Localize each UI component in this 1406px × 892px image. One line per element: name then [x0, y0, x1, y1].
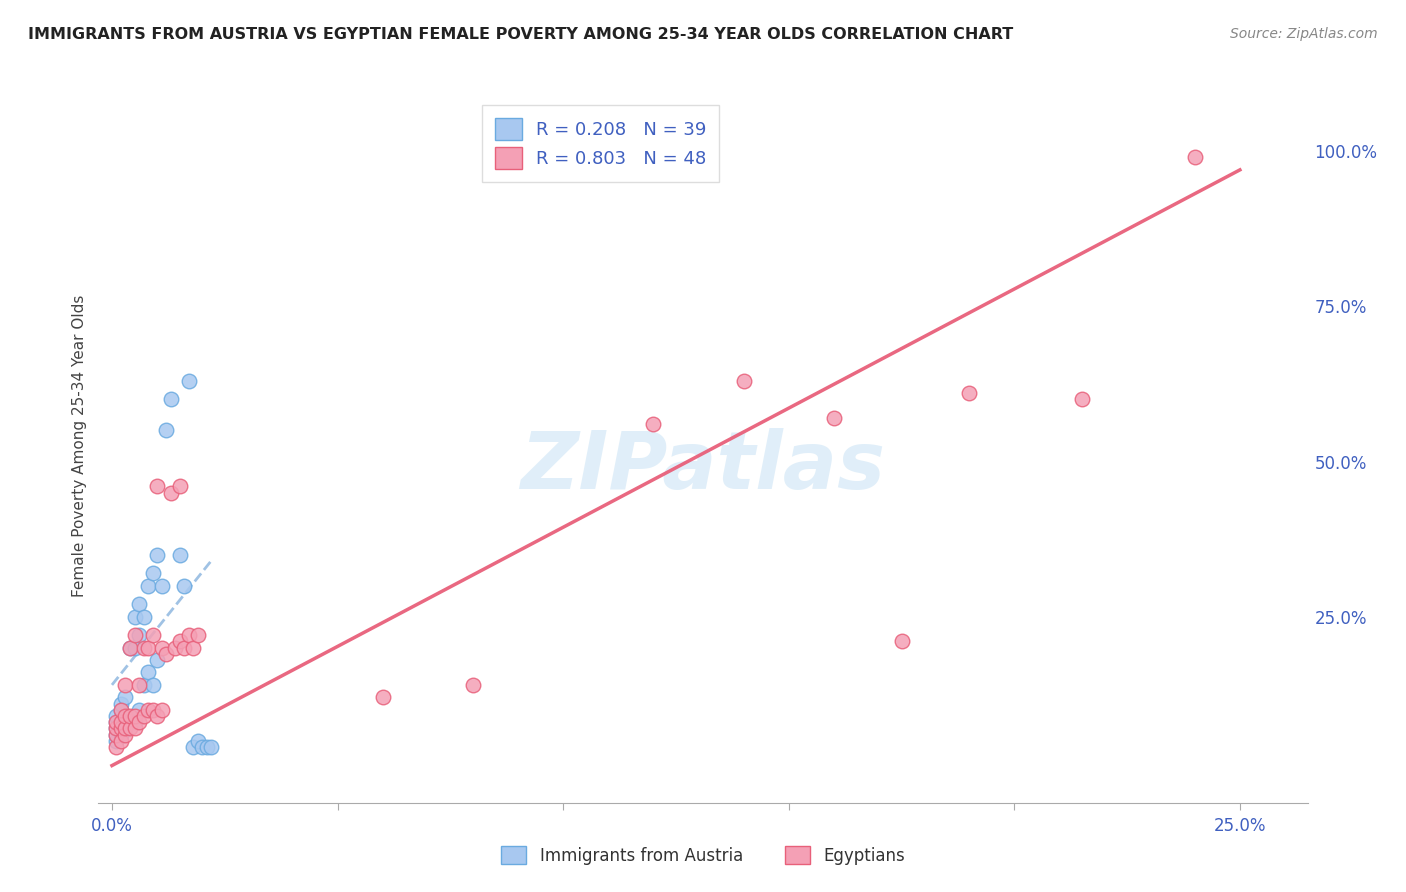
Point: [128, 678, 150, 692]
Point: [118, 640, 141, 655]
Point: [142, 566, 165, 581]
Point: [105, 739, 128, 754]
Point: [181, 739, 204, 754]
Point: [110, 697, 132, 711]
Point: [733, 374, 755, 388]
Point: [110, 703, 132, 717]
Point: [142, 678, 165, 692]
Point: [105, 709, 128, 723]
Point: [114, 715, 136, 730]
Point: [142, 703, 165, 717]
Point: [187, 628, 209, 642]
Point: [643, 417, 665, 432]
Point: [132, 709, 155, 723]
Point: [461, 678, 484, 692]
Point: [146, 479, 169, 493]
Point: [128, 715, 150, 730]
Point: [105, 722, 128, 736]
Text: Source: ZipAtlas.com: Source: ZipAtlas.com: [1230, 27, 1378, 41]
Point: [146, 709, 169, 723]
Point: [110, 727, 132, 741]
Point: [110, 722, 132, 736]
Point: [114, 722, 136, 736]
Point: [371, 690, 394, 705]
Point: [187, 733, 209, 747]
Point: [136, 665, 159, 680]
Point: [195, 739, 218, 754]
Point: [128, 628, 150, 642]
Point: [173, 640, 195, 655]
Point: [136, 579, 159, 593]
Point: [132, 678, 155, 692]
Point: [118, 715, 141, 730]
Point: [118, 709, 141, 723]
Point: [128, 703, 150, 717]
Point: [110, 733, 132, 747]
Point: [105, 715, 128, 730]
Point: [165, 640, 187, 655]
Point: [169, 548, 191, 562]
Point: [118, 640, 141, 655]
Point: [124, 609, 146, 624]
Text: ZIPatlas: ZIPatlas: [520, 428, 886, 507]
Legend: Immigrants from Austria, Egyptians: Immigrants from Austria, Egyptians: [494, 838, 912, 873]
Point: [1184, 151, 1206, 165]
Point: [114, 690, 136, 705]
Point: [155, 424, 177, 438]
Point: [169, 634, 191, 648]
Point: [169, 479, 191, 493]
Point: [124, 722, 146, 736]
Point: [105, 727, 128, 741]
Point: [146, 653, 169, 667]
Point: [128, 597, 150, 611]
Point: [105, 715, 128, 730]
Point: [110, 722, 132, 736]
Point: [890, 634, 912, 648]
Point: [110, 715, 132, 730]
Point: [159, 485, 181, 500]
Point: [110, 703, 132, 717]
Point: [150, 703, 173, 717]
Point: [136, 640, 159, 655]
Point: [114, 722, 136, 736]
Point: [142, 628, 165, 642]
Point: [114, 727, 136, 741]
Point: [132, 609, 155, 624]
Point: [124, 715, 146, 730]
Point: [136, 703, 159, 717]
Point: [177, 628, 200, 642]
Point: [105, 727, 128, 741]
Point: [173, 579, 195, 593]
Point: [114, 678, 136, 692]
Point: [150, 579, 173, 593]
Point: [191, 739, 214, 754]
Point: [200, 739, 222, 754]
Point: [823, 411, 845, 425]
Y-axis label: Female Poverty Among 25-34 Year Olds: Female Poverty Among 25-34 Year Olds: [72, 295, 87, 597]
Point: [118, 722, 141, 736]
Point: [159, 392, 181, 407]
Point: [114, 709, 136, 723]
Point: [124, 709, 146, 723]
Point: [124, 628, 146, 642]
Point: [155, 647, 177, 661]
Point: [957, 386, 980, 401]
Point: [150, 640, 173, 655]
Point: [105, 733, 128, 747]
Text: IMMIGRANTS FROM AUSTRIA VS EGYPTIAN FEMALE POVERTY AMONG 25-34 YEAR OLDS CORRELA: IMMIGRANTS FROM AUSTRIA VS EGYPTIAN FEMA…: [28, 27, 1014, 42]
Point: [146, 548, 169, 562]
Point: [105, 722, 128, 736]
Point: [132, 640, 155, 655]
Point: [1071, 392, 1094, 407]
Point: [124, 640, 146, 655]
Point: [181, 640, 204, 655]
Point: [177, 374, 200, 388]
